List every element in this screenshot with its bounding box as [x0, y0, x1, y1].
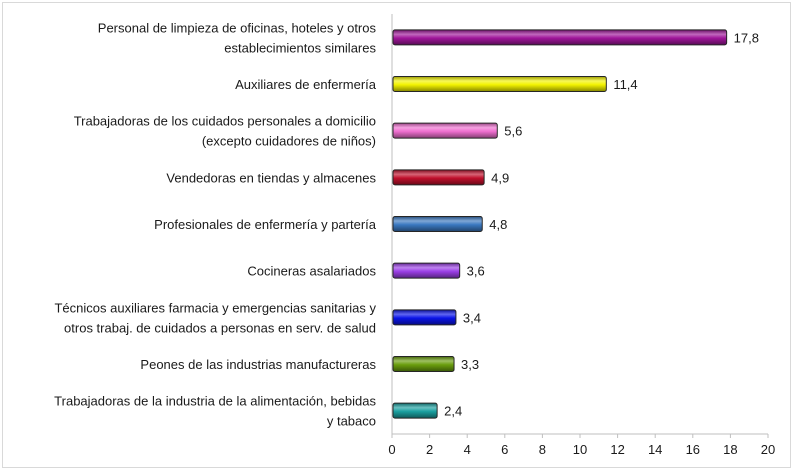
data-label: 3,3 [461, 357, 479, 372]
x-tick-label: 8 [539, 442, 546, 457]
bar [392, 309, 457, 326]
bar [392, 169, 485, 186]
category-label: y tabaco [327, 414, 376, 429]
bar [392, 216, 483, 232]
category-label: Trabajadoras de la industria de la alime… [54, 394, 376, 409]
category-label: Técnicos auxiliares farmacia y emergenci… [54, 300, 376, 315]
category-label: Peones de las industrias manufactureras [140, 357, 376, 372]
bar [392, 76, 607, 92]
x-tick-label: 14 [648, 442, 662, 457]
bar [392, 262, 461, 279]
bars [392, 29, 728, 419]
x-tick-label: 4 [464, 442, 471, 457]
category-label: (excepto cuidadores de niños) [202, 134, 376, 149]
bar [392, 122, 498, 139]
category-labels: Personal de limpieza de oficinas, hotele… [54, 20, 377, 428]
category-label: Trabajadoras de los cuidados personales … [74, 114, 376, 129]
category-label: Profesionales de enfermería y partería [154, 217, 377, 232]
x-tick-label: 6 [501, 442, 508, 457]
category-label: Personal de limpieza de oficinas, hotele… [98, 20, 377, 35]
data-label: 2,4 [444, 404, 462, 419]
data-label: 4,8 [489, 217, 507, 232]
data-label: 5,6 [504, 124, 522, 139]
category-label: establecimientos similares [224, 40, 376, 55]
bar [392, 402, 438, 419]
data-label: 11,4 [613, 77, 637, 92]
x-tick-label: 16 [686, 442, 700, 457]
x-tick-label: 12 [610, 442, 624, 457]
data-label: 3,6 [467, 264, 485, 279]
x-tick-label: 18 [723, 442, 737, 457]
category-label: otros trabaj. de cuidados a personas en … [64, 320, 376, 335]
x-tick-label: 10 [573, 442, 587, 457]
data-label: 3,4 [463, 310, 481, 325]
data-label: 4,9 [491, 170, 509, 185]
x-tick-label: 20 [761, 442, 775, 457]
data-label: 17,8 [734, 30, 759, 45]
category-label: Cocineras asalariados [247, 264, 376, 279]
category-label: Vendedoras en tiendas y almacenes [166, 170, 376, 185]
x-tick-label: 2 [426, 442, 433, 457]
x-axis: 0 2 4 6 8 10 12 14 16 18 20 [388, 14, 775, 457]
bar [392, 29, 728, 46]
x-tick-label: 0 [388, 442, 395, 457]
bar [392, 356, 455, 372]
value-labels: 17,8 11,4 5,6 4,9 4,8 3,6 3,4 3,3 2,4 [444, 30, 759, 418]
category-label: Auxiliares de enfermería [235, 77, 377, 92]
